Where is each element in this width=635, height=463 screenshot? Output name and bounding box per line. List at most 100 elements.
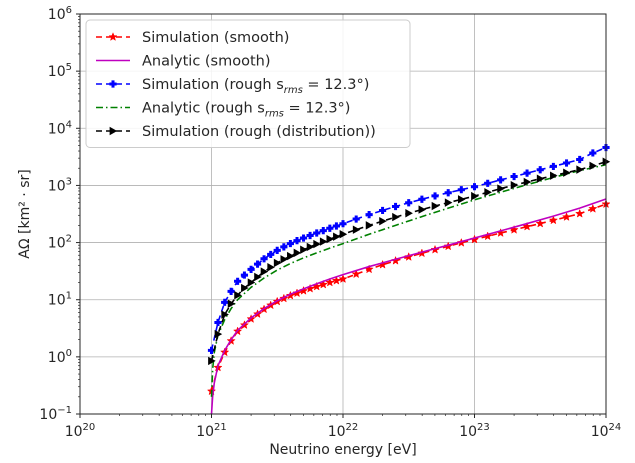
data-point xyxy=(444,189,452,197)
data-point xyxy=(273,258,282,268)
data-point xyxy=(497,176,505,184)
data-point xyxy=(365,211,373,219)
legend-label-main: Simulation (smooth) xyxy=(142,30,289,46)
data-point xyxy=(338,274,348,284)
series-1 xyxy=(210,198,607,415)
data-point xyxy=(352,225,361,234)
data-point xyxy=(549,162,557,171)
data-point xyxy=(589,161,598,171)
x-tick-exponent: 23 xyxy=(477,422,490,433)
series-4 xyxy=(208,157,611,366)
data-point xyxy=(379,216,387,226)
series-2 xyxy=(207,143,610,354)
y-tick-exponent: 1 xyxy=(66,291,72,302)
data-point xyxy=(510,172,518,181)
x-tick-exponent: 20 xyxy=(83,422,96,433)
legend-label-tail: = 12.3°) xyxy=(284,101,351,117)
data-point xyxy=(352,215,360,223)
data-point xyxy=(285,290,296,300)
data-point xyxy=(522,221,532,231)
data-point xyxy=(510,180,519,190)
data-point xyxy=(484,188,492,197)
y-tick-label: 10−1 xyxy=(39,405,72,423)
legend-marker xyxy=(108,32,118,41)
x-tick-exponent: 24 xyxy=(609,422,622,433)
data-point xyxy=(313,229,321,237)
data-point xyxy=(418,205,427,214)
y-tick-base: 10 xyxy=(48,64,66,80)
legend: Simulation (smooth) Analytic (smooth) Simu… xyxy=(85,19,411,148)
data-point xyxy=(227,287,235,295)
y-tick-label: 101 xyxy=(48,291,72,309)
y-tick-base: 10 xyxy=(48,236,66,252)
y-tick-exponent: 2 xyxy=(66,234,72,245)
data-point xyxy=(247,278,256,287)
data-point xyxy=(280,255,289,264)
y-tick-base: 10 xyxy=(48,293,66,309)
legend-marker xyxy=(109,80,117,88)
data-point xyxy=(326,234,335,244)
legend-label-subscript: rms xyxy=(265,109,284,120)
x-tick-label: 1021 xyxy=(196,422,227,440)
data-point xyxy=(234,290,242,300)
y-tick-base: 10 xyxy=(48,350,66,366)
y-tick-base: 10 xyxy=(39,407,57,423)
data-point xyxy=(576,155,584,164)
legend-label-main: Simulation (rough (distribution)) xyxy=(142,124,376,140)
legend-label-subscript: rms xyxy=(284,85,303,96)
data-point xyxy=(561,212,572,221)
data-point xyxy=(247,265,255,273)
y-axis-label: AΩ [km² · sr] xyxy=(17,169,33,258)
x-tick-base: 10 xyxy=(196,424,214,440)
data-point xyxy=(339,220,347,228)
data-point xyxy=(306,242,315,252)
data-point xyxy=(431,192,439,200)
data-point xyxy=(589,149,597,157)
y-tick-exponent: 0 xyxy=(66,348,72,359)
x-tick-base: 10 xyxy=(65,424,83,440)
y-tick-exponent: −1 xyxy=(57,405,72,416)
data-point xyxy=(280,243,288,251)
data-point xyxy=(523,169,531,177)
legend-box xyxy=(85,19,411,148)
data-point xyxy=(267,263,275,272)
data-point xyxy=(300,245,308,254)
data-point xyxy=(293,248,302,258)
x-axis-label: Neutrino energy [eV] xyxy=(269,442,416,458)
y-tick-label: 103 xyxy=(48,176,72,194)
x-tick-base: 10 xyxy=(328,424,346,440)
data-point xyxy=(234,277,242,285)
data-point xyxy=(431,201,440,211)
data-point xyxy=(293,237,301,245)
data-point xyxy=(221,310,229,319)
data-point xyxy=(457,195,466,204)
data-point xyxy=(326,224,334,232)
data-point xyxy=(313,239,321,249)
data-point xyxy=(444,198,453,207)
data-point xyxy=(287,251,295,261)
data-point xyxy=(331,275,342,285)
data-point xyxy=(286,239,294,248)
legend-label-main: Simulation (rough s xyxy=(142,77,284,93)
legend-entry: Analytic (rough srms = 12.3°) xyxy=(96,101,350,120)
x-tick-exponent: 22 xyxy=(346,422,359,433)
data-point xyxy=(254,272,262,282)
data-point xyxy=(391,202,400,211)
data-point xyxy=(457,186,465,194)
data-point xyxy=(523,177,532,187)
data-point xyxy=(418,195,426,203)
data-point xyxy=(333,232,341,241)
data-point xyxy=(471,191,479,201)
data-point xyxy=(253,260,262,268)
data-point xyxy=(227,299,236,308)
x-tick-label: 1022 xyxy=(328,422,359,440)
x-tick-base: 10 xyxy=(591,424,609,440)
legend-entry: Simulation (rough (distribution)) xyxy=(96,124,376,140)
data-point xyxy=(299,234,308,242)
y-tick-base: 10 xyxy=(48,7,66,23)
data-point xyxy=(576,165,584,174)
data-point xyxy=(563,168,571,177)
data-point xyxy=(339,230,348,239)
data-point xyxy=(535,218,545,228)
series-layer xyxy=(206,143,611,415)
